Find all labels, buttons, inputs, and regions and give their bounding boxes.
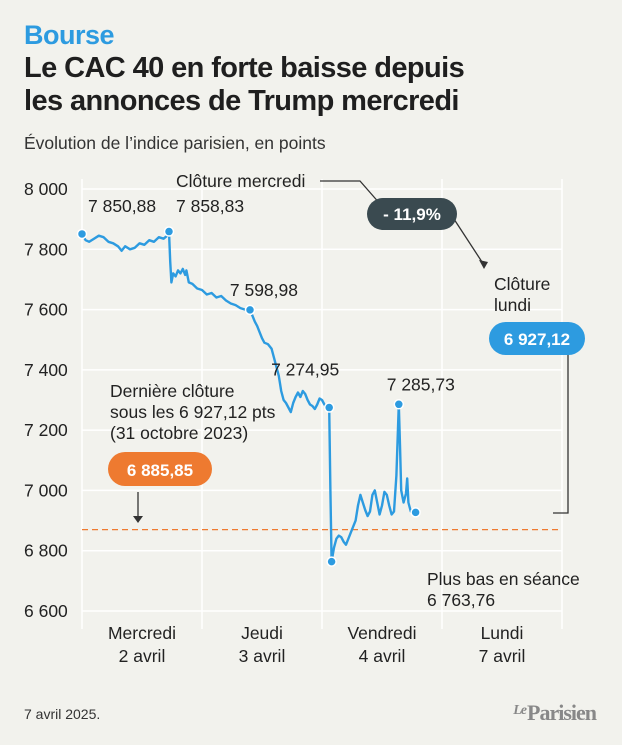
change-badge xyxy=(367,198,457,230)
data-point-marker xyxy=(163,226,175,237)
logo-name: Parisien xyxy=(527,700,597,725)
title-line-1: Le CAC 40 en forte baisse depuis xyxy=(24,52,465,84)
close-monday-label-1: Clôture xyxy=(494,274,550,294)
x-axis: Mercredi 2 avril Jeudi 3 avril Vendredi 4 avr… xyxy=(108,623,525,666)
x-day-label-line2: 4 avril xyxy=(359,646,406,666)
y-tick-label: 6 800 xyxy=(24,541,68,561)
data-point-label: 6 763,76 xyxy=(427,590,495,610)
connector-change xyxy=(451,215,485,266)
y-tick-label: 8 000 xyxy=(24,179,68,199)
data-point-marker xyxy=(410,507,421,518)
x-day-label-line2: 3 avril xyxy=(239,646,286,666)
last-close-label-2: sous les 6 927,12 pts xyxy=(110,402,276,422)
data-point-marker xyxy=(323,402,335,413)
x-day-label-line1: Lundi xyxy=(481,623,524,643)
x-day-label-line2: 2 avril xyxy=(119,646,166,666)
data-point-marker xyxy=(393,399,405,410)
y-tick-label: 6 600 xyxy=(24,601,68,621)
data-point-marker xyxy=(326,556,337,567)
close-monday-value: 6 927,12 xyxy=(504,330,570,349)
x-day-label-line1: Jeudi xyxy=(241,623,283,643)
last-close-badge xyxy=(108,452,212,486)
y-axis: 8 000 7 800 7 600 7 400 7 200 7 000 6 800 6 600 xyxy=(24,179,68,621)
y-tick-label: 7 800 xyxy=(24,239,68,259)
chart-subtitle: Évolution de l’indice parisien, en point… xyxy=(24,133,326,153)
last-close-label-1: Dernière clôture xyxy=(110,381,235,401)
y-tick-label: 7 000 xyxy=(24,480,68,500)
data-point-marker xyxy=(244,304,256,316)
y-tick-label: 7 200 xyxy=(24,420,68,440)
data-point-label: 7 850,88 xyxy=(88,196,156,216)
last-close-label-3: (31 octobre 2023) xyxy=(110,423,248,443)
data-point-label: 7 274,95 xyxy=(271,360,339,380)
data-point-label: 7 285,73 xyxy=(387,374,455,394)
connector-last-close-arrow xyxy=(133,516,143,523)
connector-close-wednesday xyxy=(320,180,382,206)
x-day-label-line1: Mercredi xyxy=(108,623,176,643)
x-day-label-line2: 7 avril xyxy=(479,646,526,666)
le-parisien-logo: LeParisien xyxy=(513,700,597,726)
y-tick-label: 7 400 xyxy=(24,360,68,380)
grid xyxy=(81,179,563,629)
last-close-value: 6 885,85 xyxy=(127,461,193,480)
close-wednesday-label: Clôture mercredi xyxy=(176,171,305,191)
logo-le: Le xyxy=(513,703,527,718)
low-label: Plus bas en séance xyxy=(427,569,580,589)
data-point-label: 7 598,98 xyxy=(230,280,298,300)
close-monday-label-2: lundi xyxy=(494,295,531,315)
point-labels: 7 850,88 7 858,83 7 598,98 7 274,95 7 285,73… xyxy=(88,196,495,610)
title-line-2: les annonces de Trump mercredi xyxy=(24,85,459,117)
chart-title: Le CAC 40 en forte baisse depuis les ann… xyxy=(24,52,465,118)
connector-close-monday xyxy=(553,353,569,514)
x-day-label-line1: Vendredi xyxy=(347,623,416,643)
kicker: Bourse xyxy=(24,20,115,50)
close-monday-badge xyxy=(489,322,585,355)
connector-change-arrow xyxy=(479,260,488,269)
change-badge-label: - 11,9% xyxy=(383,205,441,224)
y-tick-label: 7 600 xyxy=(24,300,68,320)
footer-date: 7 avril 2025. xyxy=(24,706,101,722)
data-point-label: 7 858,83 xyxy=(176,196,244,216)
markers xyxy=(76,226,421,567)
data-point-marker xyxy=(76,228,88,240)
